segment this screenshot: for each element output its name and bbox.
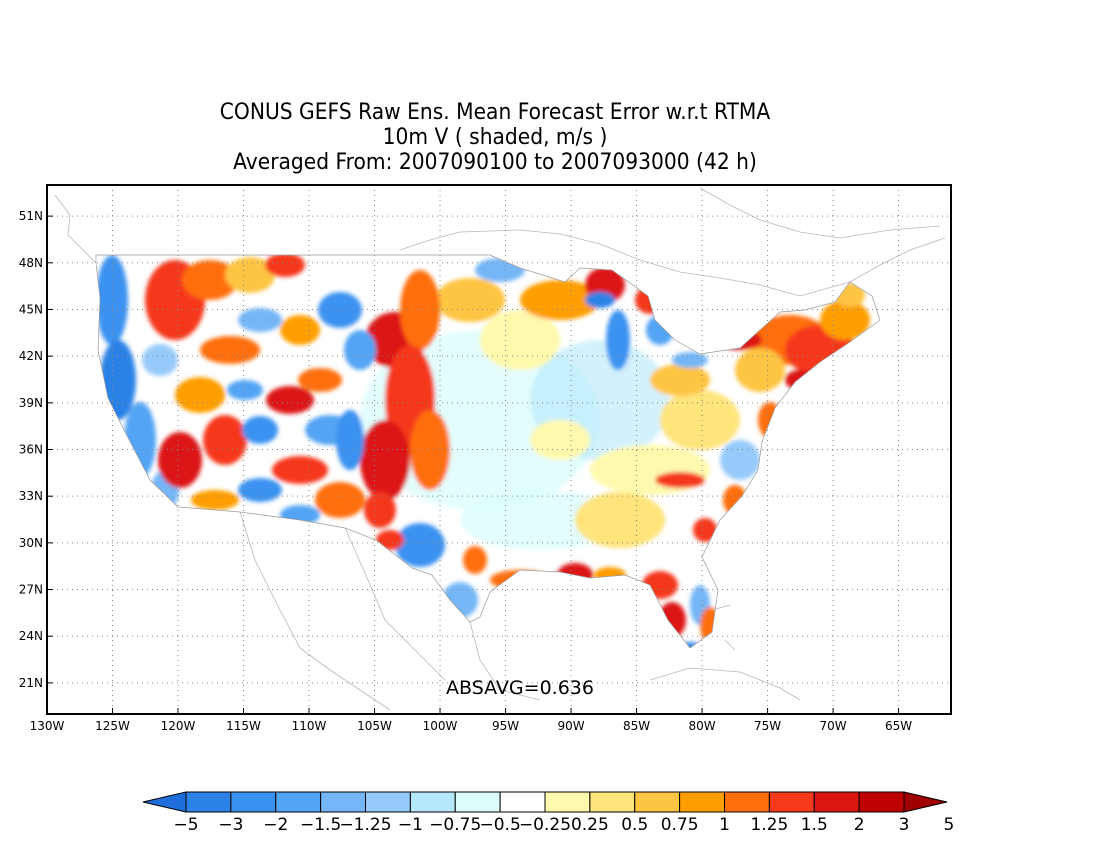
y-tick-label: 21N xyxy=(19,676,43,690)
outline-mexico xyxy=(239,511,541,711)
colorbar-level-label: −0.75 xyxy=(429,815,481,835)
colorbar-segment xyxy=(230,791,277,813)
colorbar-level-label: −0.25 xyxy=(519,815,571,835)
colorbar-level-label: 0.75 xyxy=(661,815,699,835)
y-tick-label: 36N xyxy=(19,443,43,457)
title-line-1: CONUS GEFS Raw Ens. Mean Forecast Error … xyxy=(219,100,771,125)
x-tick-label: 115W xyxy=(226,719,261,733)
y-tick-label: 51N xyxy=(19,209,43,223)
x-tick-label: 85W xyxy=(623,719,650,733)
colorbar-level-label: 1 xyxy=(719,815,730,835)
colorbar-level-label: −0.5 xyxy=(479,815,520,835)
colorbar-segment xyxy=(679,791,725,813)
x-tick-label: 65W xyxy=(885,719,912,733)
y-tick-label: 33N xyxy=(19,489,43,503)
y-tick-label: 27N xyxy=(19,583,43,597)
colorbar-segment xyxy=(409,791,456,813)
colorbar-level-label: 5 xyxy=(943,815,954,835)
error-field xyxy=(96,255,880,648)
colorbar-segment xyxy=(320,791,366,813)
y-tick-label: 42N xyxy=(19,349,43,363)
x-axis-ticks: 130W 125W 120W 115W 110W 105W 100W 95W 90W 85W 80W… xyxy=(30,708,912,733)
y-tick-label: 48N xyxy=(19,256,43,270)
gridlines xyxy=(47,185,951,714)
y-axis-ticks: 21N 24N 27N 30N 33N 36N 39N 42N 45N 48N 51N xyxy=(19,209,53,690)
colorbar-segment xyxy=(365,791,411,813)
colorbar-segment xyxy=(858,791,905,813)
y-tick-label: 24N xyxy=(19,629,43,643)
colorbar-level-label: 1.25 xyxy=(750,815,788,835)
colorbar-segment xyxy=(724,791,770,813)
colorbar-level-label: −5 xyxy=(173,815,198,835)
x-tick-label: 100W xyxy=(423,719,458,733)
colorbar-extend-low xyxy=(142,791,187,813)
x-tick-label: 95W xyxy=(492,719,519,733)
colorbar-level-label: −3 xyxy=(218,815,243,835)
colorbar-level-label: 0.5 xyxy=(621,815,648,835)
colorbar xyxy=(142,791,948,813)
colorbar-segment xyxy=(813,791,860,813)
title-line-2: 10m V ( shaded, m/s ) xyxy=(382,125,608,150)
x-tick-label: 70W xyxy=(820,719,847,733)
colorbar-level-label: 1.5 xyxy=(801,815,828,835)
conus-outline xyxy=(95,254,881,649)
x-tick-label: 90W xyxy=(557,719,584,733)
colorbar-segment xyxy=(634,791,681,813)
x-tick-label: 80W xyxy=(689,719,716,733)
colorbar-segment xyxy=(768,791,815,813)
colorbar-segment xyxy=(275,791,322,813)
colorbar-segment xyxy=(454,791,501,813)
colorbar-extend-high xyxy=(903,791,948,813)
outline-canada xyxy=(54,187,946,297)
colorbar-segment xyxy=(185,791,232,813)
colorbar-segment xyxy=(589,791,636,813)
y-tick-label: 39N xyxy=(19,396,43,410)
absavg-annotation: ABSAVG=0.636 xyxy=(446,677,594,699)
y-tick-label: 45N xyxy=(19,302,43,316)
title-line-3: Averaged From: 2007090100 to 2007093000 … xyxy=(233,150,757,175)
colorbar-level-label: −2 xyxy=(263,815,288,835)
colorbar-segment xyxy=(499,791,546,813)
colorbar-segment xyxy=(544,791,591,813)
x-tick-label: 110W xyxy=(292,719,327,733)
x-tick-label: 130W xyxy=(30,719,65,733)
colorbar-level-label: −1.25 xyxy=(339,815,391,835)
colorbar-labels: −5 −3 −2 −1.5−1.25 −1 −0.75−0.5−0.25 0.25 0.5 0.… xyxy=(173,815,954,835)
chart-title: CONUS GEFS Raw Ens. Mean Forecast Error … xyxy=(0,100,990,175)
colorbar-level-label: 0.25 xyxy=(571,815,609,835)
colorbar-level-label: −1.5 xyxy=(300,815,341,835)
x-tick-label: 120W xyxy=(161,719,196,733)
x-tick-label: 105W xyxy=(357,719,392,733)
y-tick-label: 30N xyxy=(19,536,43,550)
x-tick-label: 125W xyxy=(95,719,130,733)
x-tick-label: 75W xyxy=(754,719,781,733)
colorbar-level-label: −1 xyxy=(398,815,423,835)
colorbar-level-label: 3 xyxy=(899,815,910,835)
colorbar-level-label: 2 xyxy=(854,815,865,835)
